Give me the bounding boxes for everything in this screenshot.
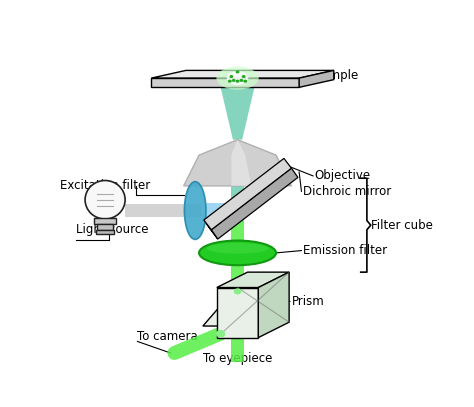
Bar xyxy=(97,224,113,230)
Text: To eyepiece: To eyepiece xyxy=(203,352,272,365)
Ellipse shape xyxy=(207,243,268,254)
Ellipse shape xyxy=(229,75,233,78)
Ellipse shape xyxy=(216,67,259,90)
Bar xyxy=(231,203,244,243)
Polygon shape xyxy=(217,287,258,337)
Bar xyxy=(231,337,244,362)
Polygon shape xyxy=(220,88,255,140)
Text: Filter cube: Filter cube xyxy=(371,219,433,232)
Text: To camera: To camera xyxy=(137,330,198,343)
Ellipse shape xyxy=(242,75,246,78)
Ellipse shape xyxy=(239,79,243,82)
Text: Light source: Light source xyxy=(76,223,148,236)
Polygon shape xyxy=(203,286,280,326)
Text: Emission filter: Emission filter xyxy=(303,244,387,257)
Bar xyxy=(231,265,244,286)
Text: Sample: Sample xyxy=(315,69,359,82)
Bar xyxy=(94,218,116,224)
Ellipse shape xyxy=(234,288,241,295)
Ellipse shape xyxy=(184,182,206,239)
Polygon shape xyxy=(258,272,289,337)
Ellipse shape xyxy=(228,80,232,83)
Bar xyxy=(231,286,244,287)
Polygon shape xyxy=(217,272,289,287)
Polygon shape xyxy=(211,168,298,239)
Ellipse shape xyxy=(236,70,239,74)
Polygon shape xyxy=(151,70,334,78)
Text: Dichroic mirror: Dichroic mirror xyxy=(303,185,391,198)
Text: Excitation filter: Excitation filter xyxy=(61,179,151,193)
Polygon shape xyxy=(204,220,218,239)
Ellipse shape xyxy=(85,181,125,219)
Ellipse shape xyxy=(216,330,225,337)
Ellipse shape xyxy=(243,80,247,83)
Bar xyxy=(206,203,231,218)
Text: Prism: Prism xyxy=(292,295,324,308)
Polygon shape xyxy=(299,70,334,88)
Polygon shape xyxy=(151,78,299,88)
Ellipse shape xyxy=(199,241,276,265)
Ellipse shape xyxy=(236,80,239,83)
Polygon shape xyxy=(231,186,244,203)
Polygon shape xyxy=(231,140,251,186)
Polygon shape xyxy=(204,158,292,230)
Bar xyxy=(125,204,201,217)
Polygon shape xyxy=(183,140,292,186)
Ellipse shape xyxy=(227,71,248,85)
Bar xyxy=(96,230,114,234)
Ellipse shape xyxy=(232,79,236,82)
Text: Objective: Objective xyxy=(315,169,371,182)
